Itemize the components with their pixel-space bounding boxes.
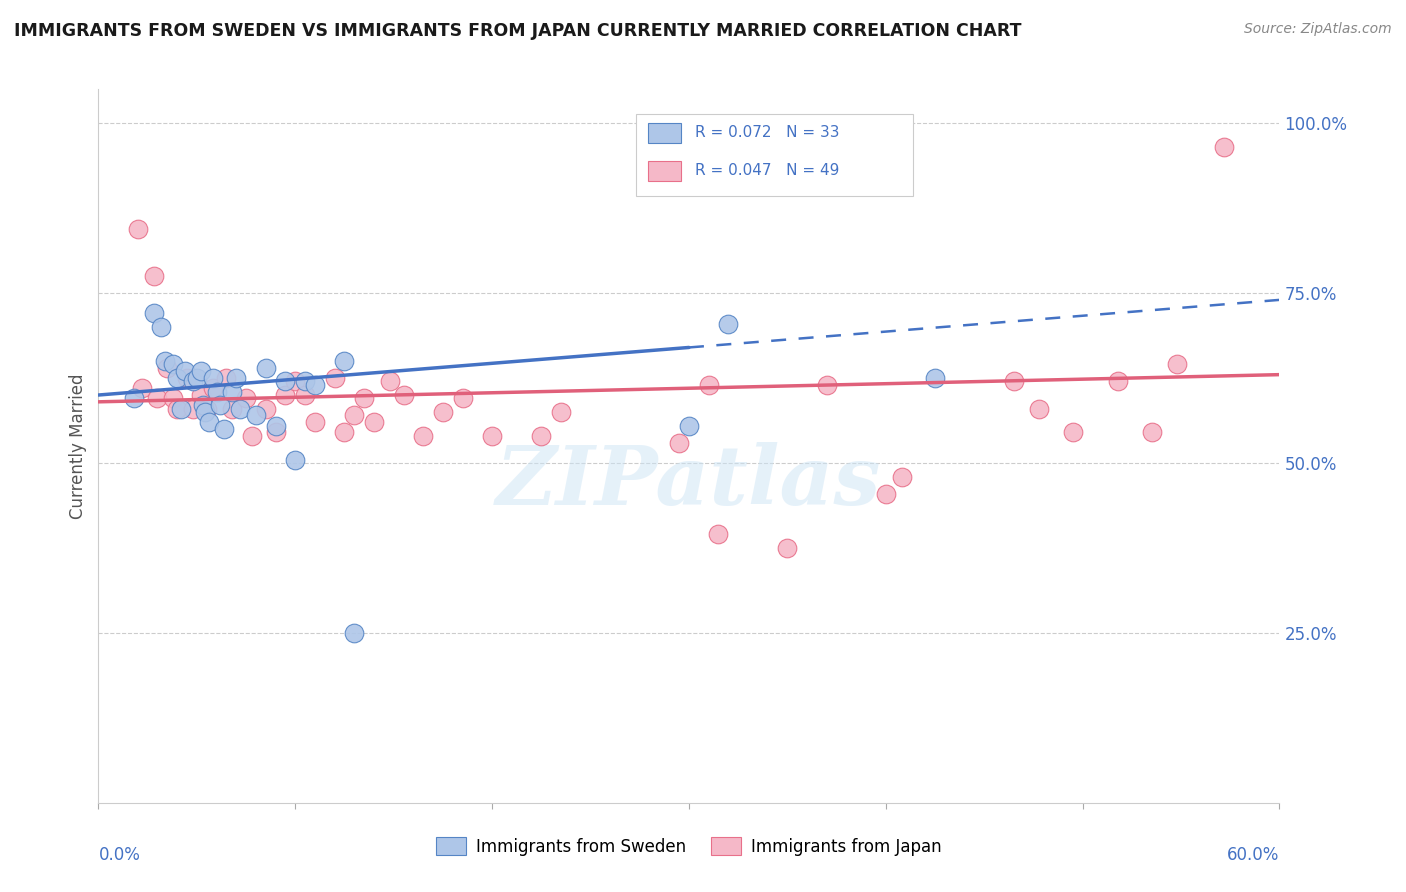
Point [205, 384, 228, 399]
Point [363, 415, 385, 429]
Point [1213, 140, 1236, 154]
Point [190, 388, 212, 402]
Point [875, 486, 897, 500]
Point [186, 371, 208, 385]
Point [284, 452, 307, 467]
Point [127, 221, 149, 235]
Text: Source: ZipAtlas.com: Source: ZipAtlas.com [1244, 22, 1392, 37]
Point [214, 422, 236, 436]
Point [304, 415, 326, 429]
Point [122, 392, 145, 406]
Point [162, 358, 184, 372]
Point [378, 375, 401, 389]
Point [274, 388, 297, 402]
Point [215, 371, 238, 385]
Point [1002, 375, 1025, 389]
Bar [648, 123, 681, 143]
Point [1140, 425, 1163, 440]
Point [1028, 401, 1050, 416]
Point [550, 405, 572, 419]
Point [166, 371, 188, 385]
Point [176, 371, 198, 385]
Text: 0.0%: 0.0% [98, 846, 141, 863]
Point [924, 371, 946, 385]
Point [194, 405, 217, 419]
Point [264, 425, 287, 440]
Point [412, 429, 434, 443]
Point [294, 388, 316, 402]
Point [221, 384, 243, 399]
Point [197, 415, 219, 429]
Point [668, 435, 690, 450]
Point [181, 401, 204, 416]
Bar [648, 161, 681, 180]
Point [776, 541, 799, 555]
Text: R = 0.047   N = 49: R = 0.047 N = 49 [695, 163, 839, 178]
Point [146, 392, 169, 406]
Point [162, 392, 184, 406]
Point [815, 377, 838, 392]
Point [1107, 375, 1129, 389]
Text: IMMIGRANTS FROM SWEDEN VS IMMIGRANTS FROM JAPAN CURRENTLY MARRIED CORRELATION CH: IMMIGRANTS FROM SWEDEN VS IMMIGRANTS FRO… [14, 22, 1022, 40]
Point [717, 317, 740, 331]
Point [274, 375, 297, 389]
Point [707, 527, 730, 541]
Point [343, 409, 366, 423]
Legend: Immigrants from Sweden, Immigrants from Japan: Immigrants from Sweden, Immigrants from … [429, 830, 949, 863]
Point [155, 354, 177, 368]
Point [254, 360, 277, 375]
Point [229, 401, 252, 416]
Point [235, 392, 257, 406]
Point [254, 401, 277, 416]
Point [481, 429, 503, 443]
Point [245, 409, 267, 423]
Point [195, 401, 218, 416]
Text: ZIPatlas: ZIPatlas [496, 442, 882, 522]
Point [323, 371, 346, 385]
Point [221, 401, 243, 416]
Point [284, 375, 307, 389]
Point [131, 381, 153, 395]
Point [343, 626, 366, 640]
Point [142, 306, 165, 320]
Point [1062, 425, 1084, 440]
Point [333, 425, 356, 440]
Point [697, 377, 720, 392]
Point [304, 377, 326, 392]
Point [209, 398, 232, 412]
Point [240, 429, 263, 443]
Point [294, 375, 316, 389]
Point [530, 429, 553, 443]
Point [190, 364, 212, 378]
Text: 60.0%: 60.0% [1227, 846, 1279, 863]
Point [170, 401, 193, 416]
Point [225, 371, 247, 385]
Point [451, 392, 474, 406]
FancyBboxPatch shape [636, 114, 914, 196]
Point [264, 418, 287, 433]
Point [392, 388, 415, 402]
Text: R = 0.072   N = 33: R = 0.072 N = 33 [695, 125, 839, 140]
Point [150, 320, 173, 334]
Y-axis label: Currently Married: Currently Married [69, 373, 87, 519]
Point [174, 364, 197, 378]
Point [142, 269, 165, 284]
Point [201, 381, 224, 395]
Point [353, 392, 375, 406]
Point [166, 401, 188, 416]
Point [201, 371, 224, 385]
Point [678, 418, 700, 433]
Point [890, 469, 912, 483]
Point [432, 405, 454, 419]
Point [181, 375, 204, 389]
Point [1166, 358, 1188, 372]
Point [333, 354, 356, 368]
Point [156, 360, 179, 375]
Point [191, 398, 214, 412]
